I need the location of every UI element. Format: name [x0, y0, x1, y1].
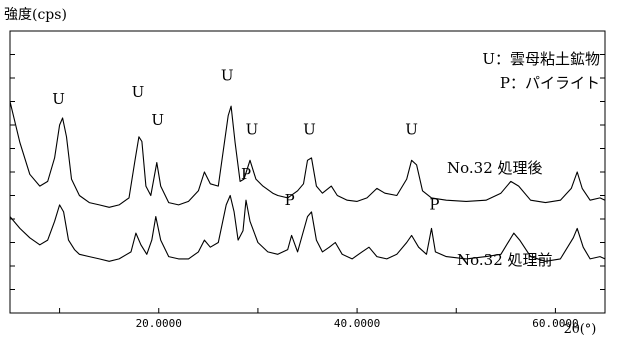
peak-label-u: U: [303, 120, 316, 138]
series-line-after: [9, 101, 606, 208]
x-tick-label: 20.0000: [136, 317, 182, 330]
x-tick-label: 40.0000: [334, 317, 380, 330]
peak-label-u: U: [132, 83, 145, 101]
peak-label-u: U: [405, 120, 418, 138]
peak-label-p: P: [285, 191, 295, 209]
x-ticks: 20.0000 40.0000 60.0000: [59, 308, 579, 330]
series-line-before: [9, 194, 606, 262]
peak-label-p: P: [429, 196, 439, 214]
x-tick-label: 60.0000: [532, 317, 578, 330]
x-axis-label: 2θ(°): [564, 322, 597, 337]
peak-label-u: U: [52, 90, 65, 108]
series-label-before: No.32 処理前: [457, 251, 553, 269]
legend-p: P：パイライト: [500, 74, 600, 92]
peak-label-u: U: [246, 120, 259, 138]
series-label-after: No.32 処理後: [447, 159, 543, 177]
peak-label-p: P: [241, 165, 251, 183]
legend-u: U：雲母粘土鉱物: [482, 50, 600, 68]
y-axis-label: 強度(cps): [4, 7, 67, 23]
peak-label-u: U: [221, 66, 234, 84]
peak-label-u: U: [151, 111, 164, 129]
